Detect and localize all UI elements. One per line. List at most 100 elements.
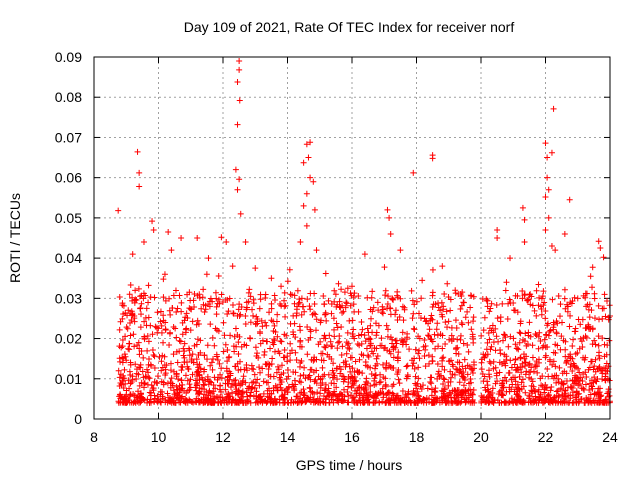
data-point (521, 291, 528, 298)
data-point (488, 327, 495, 334)
data-point (145, 356, 152, 363)
x-tick-label: 10 (151, 429, 167, 445)
data-point (148, 389, 155, 396)
data-point (281, 346, 288, 353)
data-point (542, 226, 549, 233)
data-point (225, 393, 232, 400)
data-point (222, 341, 229, 348)
data-point (421, 396, 428, 403)
data-point (500, 384, 507, 391)
data-point (200, 381, 207, 388)
data-point (496, 359, 503, 366)
data-point (230, 310, 237, 317)
data-point (149, 347, 156, 354)
data-point (151, 392, 158, 399)
data-point (247, 293, 254, 300)
data-point (384, 301, 391, 308)
chart-title: Day 109 of 2021, Rate Of TEC Index for r… (184, 19, 515, 35)
data-point (429, 303, 436, 310)
data-point (538, 311, 545, 318)
data-point (515, 346, 522, 353)
data-point (168, 396, 175, 403)
data-point (291, 377, 298, 384)
data-point (343, 299, 350, 306)
data-point (331, 388, 338, 395)
data-point (372, 362, 379, 369)
data-point (322, 381, 329, 388)
data-point (523, 368, 530, 375)
data-point (518, 398, 525, 405)
data-point (212, 385, 219, 392)
data-point (591, 337, 598, 344)
data-point (601, 291, 608, 298)
data-point (225, 354, 232, 361)
data-point (272, 399, 279, 406)
data-point (600, 254, 607, 261)
data-point (574, 295, 581, 302)
data-point (187, 384, 194, 391)
data-point (383, 392, 390, 399)
data-point (412, 346, 419, 353)
data-point (471, 361, 478, 368)
data-point (311, 301, 318, 308)
data-point (232, 382, 239, 389)
data-point (145, 374, 152, 381)
data-point (331, 326, 338, 333)
data-point (525, 361, 532, 368)
data-point (210, 356, 217, 363)
data-point (528, 293, 535, 300)
data-point (175, 376, 182, 383)
data-point (491, 396, 498, 403)
data-point (136, 351, 143, 358)
data-point (595, 302, 602, 309)
data-point (602, 370, 609, 377)
data-point (179, 331, 186, 338)
data-point (382, 382, 389, 389)
data-point (367, 306, 374, 313)
data-point (536, 329, 543, 336)
data-point (427, 335, 434, 342)
data-point (561, 295, 568, 302)
data-point (236, 399, 243, 406)
data-point (119, 336, 126, 343)
data-point (481, 353, 488, 360)
data-point (460, 374, 467, 381)
data-point (415, 350, 422, 357)
data-point (344, 389, 351, 396)
data-point (129, 251, 136, 258)
data-point (321, 387, 328, 394)
data-point (359, 326, 366, 333)
data-point (288, 347, 295, 354)
data-point (336, 303, 343, 310)
data-point (134, 148, 141, 155)
data-point (514, 367, 521, 374)
data-point (411, 301, 418, 308)
data-point (358, 384, 365, 391)
data-point (222, 386, 229, 393)
data-point (150, 226, 157, 233)
data-point (589, 383, 596, 390)
data-point (585, 323, 592, 330)
data-point (371, 377, 378, 384)
data-point (394, 288, 401, 295)
data-point (213, 351, 220, 358)
data-point (167, 384, 174, 391)
data-point (410, 390, 417, 397)
data-point (432, 385, 439, 392)
data-point (428, 374, 435, 381)
data-point (435, 368, 442, 375)
data-point (555, 292, 562, 299)
data-point (271, 348, 278, 355)
data-point (368, 294, 375, 301)
data-point (519, 204, 526, 211)
data-point (400, 317, 407, 324)
data-point (304, 324, 311, 331)
data-point (446, 389, 453, 396)
data-point (207, 295, 214, 302)
data-point (224, 347, 231, 354)
data-point (306, 384, 313, 391)
data-point (423, 317, 430, 324)
data-point (503, 378, 510, 385)
data-point (589, 341, 596, 348)
data-point (212, 325, 219, 332)
